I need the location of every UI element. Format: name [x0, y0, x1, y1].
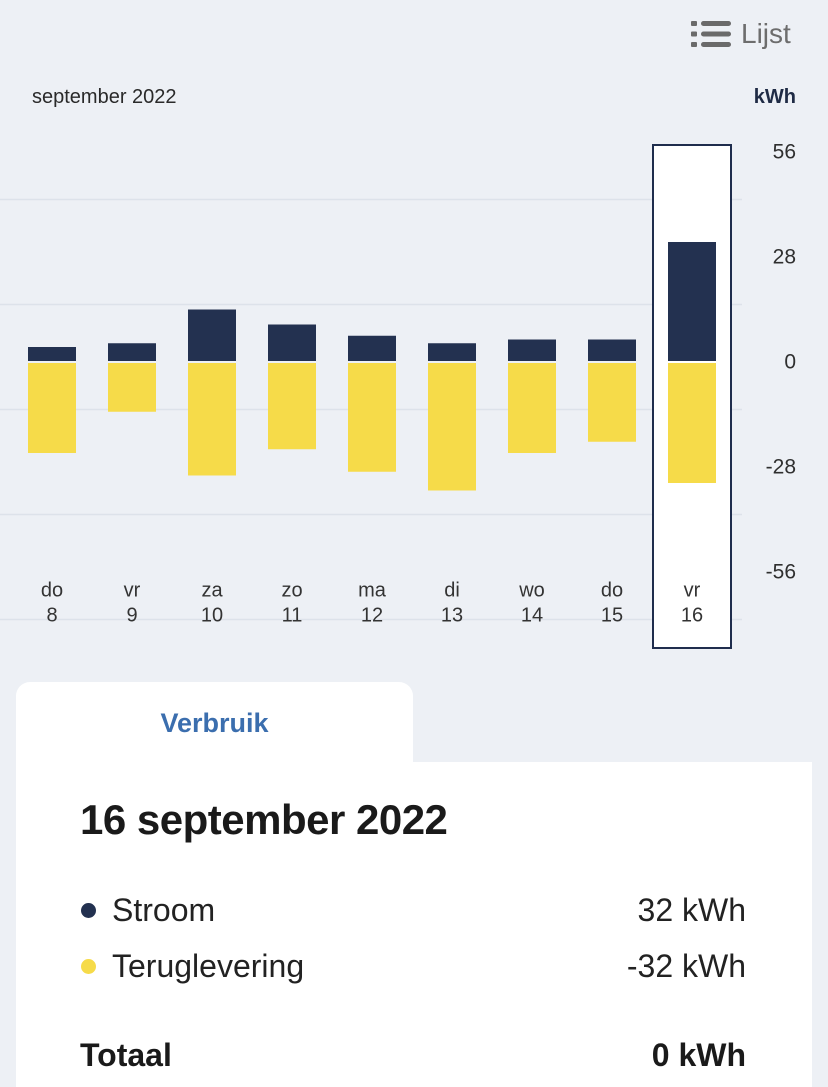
tab-verbruik-label: Verbruik: [160, 707, 269, 738]
detail-card: 16 september 2022 Stroom 32 kWh Teruglev…: [16, 762, 812, 1087]
x-date-label: 14: [521, 604, 543, 626]
x-day-label: wo: [518, 579, 545, 601]
x-day-label: vr: [124, 579, 141, 601]
y-tick-label: -56: [766, 561, 796, 584]
bar-teruglevering[interactable]: [668, 363, 716, 483]
list-view-label: Lijst: [741, 18, 791, 49]
bar-stroom[interactable]: [348, 335, 396, 361]
x-day-label: vr: [684, 579, 701, 601]
x-day-label: do: [601, 579, 623, 601]
x-day-label: ma: [358, 579, 387, 601]
x-date-label: 16: [681, 604, 703, 626]
detail-row-value: -32 kWh: [626, 948, 746, 984]
bar-teruglevering[interactable]: [588, 363, 636, 442]
detail-row-stroom: Stroom 32 kWh: [16, 890, 812, 930]
x-date-label: 15: [601, 604, 623, 626]
y-tick-label: 28: [773, 246, 796, 269]
detail-total-row: Totaal 0 kWh: [16, 1035, 812, 1075]
bar-stroom[interactable]: [188, 309, 236, 362]
detail-row-teruglevering: Teruglevering -32 kWh: [16, 946, 812, 986]
bar-teruglevering[interactable]: [188, 363, 236, 476]
x-day-label: za: [201, 579, 223, 601]
bar-stroom[interactable]: [508, 339, 556, 362]
list-view-button[interactable]: Lijst: [691, 19, 791, 49]
x-date-label: 10: [201, 604, 223, 626]
bar-teruglevering[interactable]: [28, 363, 76, 453]
legend-dot-stroom: [81, 903, 96, 918]
bar-stroom[interactable]: [108, 343, 156, 361]
x-day-label: zo: [281, 579, 302, 601]
x-date-label: 13: [441, 604, 463, 626]
total-value: 0 kWh: [651, 1037, 746, 1073]
bar-stroom[interactable]: [268, 324, 316, 362]
detail-row-value: 32 kWh: [637, 892, 746, 928]
bar-teruglevering[interactable]: [508, 363, 556, 453]
bar-stroom[interactable]: [588, 339, 636, 362]
y-tick-label: 0: [784, 351, 796, 374]
chart-unit-label: kWh: [753, 86, 796, 108]
energy-bar-chart: 56 28 0 -28 -56 do 8 vr 9 za 10 zo 11 ma 12 di 13 wo 14 do 1…: [0, 141, 796, 649]
bar-teruglevering[interactable]: [268, 363, 316, 450]
detail-row-label: Teruglevering: [112, 948, 305, 984]
list-icon: [691, 21, 731, 47]
legend-dot-teruglevering: [81, 959, 96, 974]
x-day-label: di: [444, 579, 460, 601]
bar-teruglevering[interactable]: [348, 363, 396, 472]
chart-period-title: september 2022: [32, 86, 177, 108]
bar-stroom[interactable]: [428, 343, 476, 361]
bar-stroom[interactable]: [28, 347, 76, 361]
x-date-label: 11: [282, 604, 303, 626]
detail-date: 16 september 2022: [80, 796, 448, 843]
x-date-label: 12: [361, 604, 383, 626]
x-day-label: do: [41, 579, 63, 601]
x-date-label: 8: [46, 604, 57, 626]
bar-teruglevering[interactable]: [428, 363, 476, 491]
tab-verbruik[interactable]: Verbruik: [16, 682, 413, 764]
bar-teruglevering[interactable]: [108, 363, 156, 412]
y-tick-label: 56: [773, 141, 796, 164]
bar-stroom[interactable]: [668, 242, 716, 361]
total-label: Totaal: [80, 1037, 172, 1073]
y-tick-label: -28: [766, 456, 796, 479]
detail-row-label: Stroom: [112, 892, 216, 928]
x-date-label: 9: [126, 604, 137, 626]
